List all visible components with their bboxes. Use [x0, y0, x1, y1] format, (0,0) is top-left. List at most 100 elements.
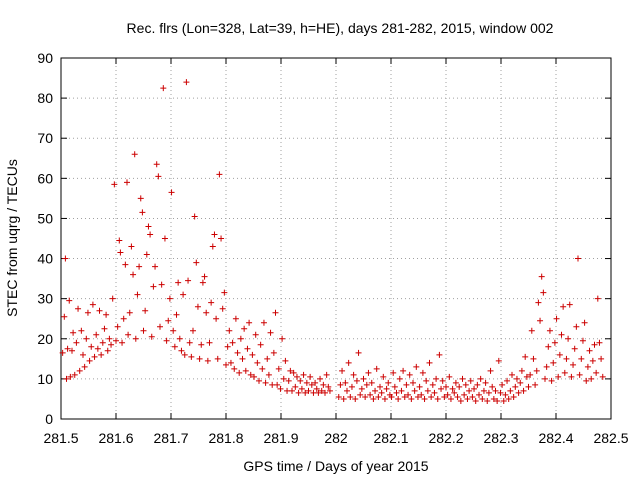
data-point: [199, 279, 206, 286]
data-point: [293, 373, 300, 380]
data-point: [586, 347, 593, 354]
data-point: [591, 341, 598, 348]
data-point: [451, 389, 458, 396]
data-point: [78, 327, 85, 334]
data-point: [103, 311, 110, 318]
data-point: [244, 345, 251, 352]
data-point: [80, 351, 86, 358]
data-point: [143, 251, 150, 258]
x-tick-labels: 281.5 281.6 281.7 281.8 281.9 282 282.1 282.2 28…: [43, 430, 628, 446]
data-point: [91, 353, 98, 360]
data-point: [408, 395, 415, 402]
data-point: [101, 325, 108, 332]
data-point: [231, 365, 238, 372]
data-point: [142, 307, 149, 314]
data-point: [380, 373, 387, 380]
data-point: [368, 379, 375, 386]
data-point: [270, 349, 277, 356]
data-point: [117, 249, 124, 256]
data-point: [98, 351, 105, 358]
data-point: [113, 337, 119, 344]
data-point: [214, 355, 221, 362]
data-point: [236, 369, 243, 376]
data-point: [119, 339, 126, 346]
data-point: [323, 371, 330, 378]
data-point: [581, 319, 588, 326]
data-point: [579, 337, 586, 344]
data-point: [219, 305, 226, 312]
data-point: [363, 381, 370, 388]
data-point: [390, 369, 397, 376]
data-point: [533, 367, 540, 374]
data-point: [289, 387, 295, 394]
data-point: [63, 375, 70, 382]
data-point: [561, 369, 568, 376]
data-point: [224, 343, 231, 350]
data-point: [484, 397, 491, 404]
data-point: [509, 371, 515, 378]
data-point: [441, 393, 448, 400]
x-tick-label: 281.8: [208, 430, 243, 446]
data-point: [551, 339, 558, 346]
data-point: [398, 387, 405, 394]
y-tick-labels: 0 10 20 30 40 50 60 70 80 90: [37, 50, 53, 427]
data-point: [367, 391, 374, 398]
data-point: [527, 371, 534, 378]
data-point: [66, 297, 73, 304]
data-point: [545, 343, 552, 350]
data-point: [94, 345, 101, 352]
data-point: [86, 357, 93, 364]
data-point: [568, 373, 575, 380]
data-point: [520, 387, 527, 394]
data-point: [239, 355, 246, 362]
data-point: [362, 393, 369, 400]
y-tick-label: 10: [37, 371, 53, 387]
data-point: [426, 359, 433, 366]
data-point: [439, 377, 446, 384]
data-point: [599, 373, 606, 380]
data-point: [413, 363, 420, 370]
data-point: [571, 345, 578, 352]
data-point: [62, 255, 69, 262]
data-point: [147, 231, 154, 238]
data-point: [211, 231, 218, 238]
axis-ticks: [60, 57, 612, 420]
data-point: [120, 315, 127, 322]
data-point: [553, 315, 560, 322]
data-point: [565, 335, 572, 342]
data-point: [297, 377, 304, 384]
data-point: [510, 393, 517, 400]
data-point: [181, 351, 188, 358]
data-point: [372, 387, 379, 394]
data-point: [350, 371, 357, 378]
data-point: [485, 389, 492, 396]
x-tick-label: 282.3: [483, 430, 518, 446]
data-point: [176, 335, 183, 342]
data-point: [104, 347, 111, 354]
y-tick-label: 80: [37, 90, 53, 106]
data-point: [155, 173, 162, 180]
data-point: [538, 273, 545, 280]
data-point: [194, 303, 201, 310]
data-point: [454, 393, 461, 400]
data-point: [472, 397, 479, 404]
data-point: [494, 397, 501, 404]
data-point: [598, 355, 605, 362]
data-point: [418, 391, 425, 398]
data-point: [469, 393, 476, 400]
data-point: [414, 393, 421, 400]
data-point: [170, 327, 177, 334]
data-point: [405, 391, 412, 398]
data-point: [325, 383, 332, 390]
data-point: [403, 381, 410, 388]
data-point: [318, 387, 325, 394]
data-point: [589, 357, 596, 364]
data-point: [116, 237, 123, 244]
data-point: [462, 381, 469, 388]
data-point: [396, 375, 403, 382]
data-point: [406, 371, 413, 378]
x-tick-label: 281.7: [153, 430, 188, 446]
data-point: [126, 309, 133, 316]
data-point: [497, 389, 504, 396]
x-tick-label: 281.5: [43, 430, 78, 446]
